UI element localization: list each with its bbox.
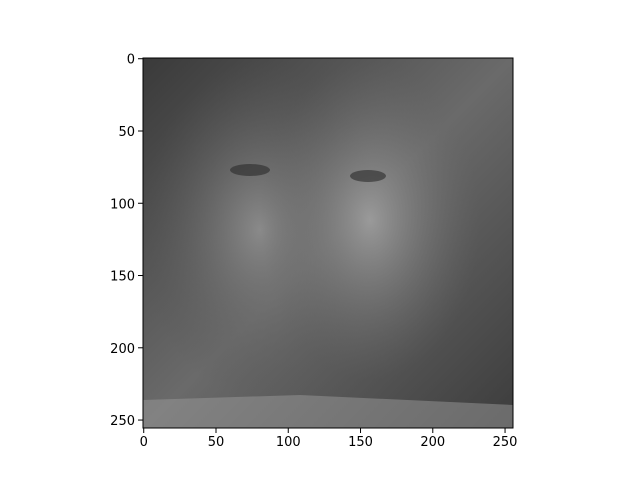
y-tick-label: 200: [110, 342, 135, 357]
x-tick-label: 0: [140, 435, 148, 450]
y-tick-label: 50: [118, 125, 135, 140]
x-tick-label: 200: [420, 435, 445, 450]
y-tick-label: 150: [110, 270, 135, 285]
y-tick-label: 250: [110, 414, 135, 429]
x-tick-label: 50: [208, 435, 225, 450]
x-tick-label: 150: [348, 435, 373, 450]
y-tick-label: 100: [110, 197, 135, 212]
x-tick-label: 250: [493, 435, 518, 450]
x-tick-label: 100: [276, 435, 301, 450]
y-tick-label: 0: [127, 53, 135, 68]
image: [140, 58, 513, 428]
axes-frame: [142, 57, 514, 429]
